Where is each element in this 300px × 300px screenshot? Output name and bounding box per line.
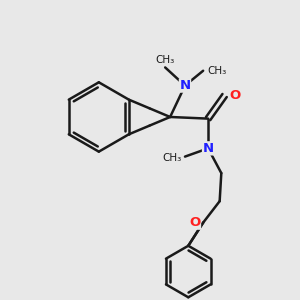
Text: N: N [202,142,214,155]
Text: O: O [189,216,200,229]
Text: N: N [179,79,191,92]
Text: O: O [229,89,241,102]
Text: CH₃: CH₃ [207,66,226,76]
Text: CH₃: CH₃ [155,55,175,65]
Text: CH₃: CH₃ [162,153,182,163]
